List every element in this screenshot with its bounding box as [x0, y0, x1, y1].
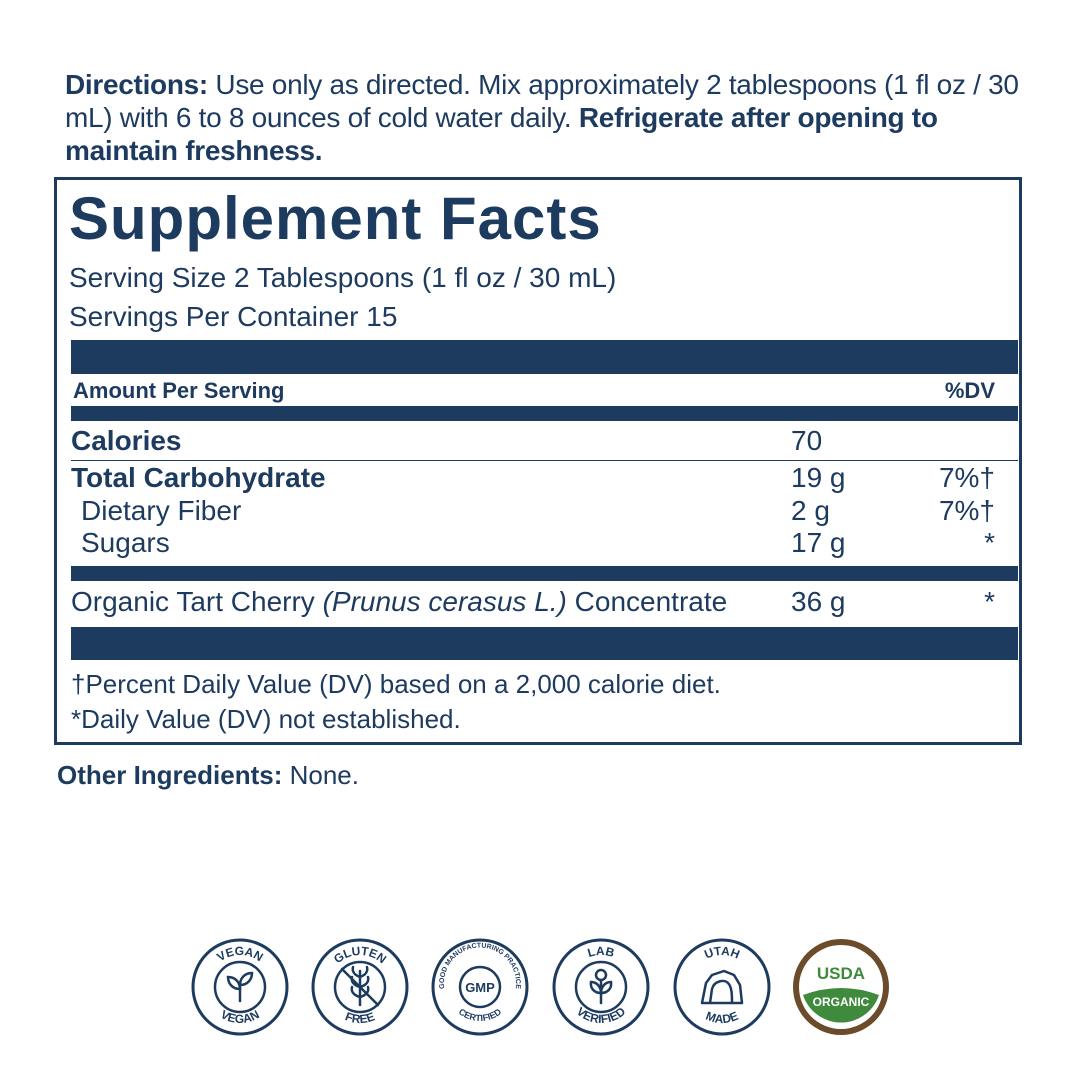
vegan-badge: VEGAN VEGAN [190, 937, 290, 1037]
svg-text:UTAH: UTAH [702, 944, 741, 962]
directions-label: Directions: [65, 69, 208, 100]
tart-cherry-prefix: Organic Tart Cherry [71, 586, 323, 617]
directions-paragraph: Directions: Use only as directed. Mix ap… [65, 68, 1025, 167]
gluten-free-badge: GLUTEN FREE [310, 937, 410, 1037]
row-calories-name: Calories [71, 425, 182, 456]
vegan-top-text: VEGAN [214, 944, 265, 964]
footnote-not-established: *Daily Value (DV) not established. [71, 704, 461, 734]
row-dietary-fiber-name: Dietary Fiber [81, 495, 242, 526]
svg-text:GLUTEN: GLUTEN [331, 944, 389, 966]
svg-text:VEGAN: VEGAN [218, 1007, 261, 1026]
lab-bottom-text: VERIFIED [574, 1004, 628, 1026]
gmp-bottom-text: CERTIFIED [457, 1006, 504, 1023]
utah-made-badge: UTAH MADE [672, 937, 772, 1037]
header-amount-per-serving: Amount Per Serving [73, 378, 285, 403]
supplement-facts-panel: Supplement Facts Serving Size 2 Tablespo… [54, 177, 1022, 745]
svg-text:LAB: LAB [586, 944, 616, 960]
utah-bottom-text: MADE [704, 1009, 740, 1027]
row-total-carbohydrate-name: Total Carbohydrate [71, 462, 326, 493]
arch-icon [700, 969, 744, 1005]
other-ingredients-text: None. [282, 760, 359, 790]
usda-top-text: USDA [817, 964, 865, 983]
svg-text:VERIFIED: VERIFIED [574, 1004, 628, 1026]
usda-organic-badge: USDA ORGANIC [791, 937, 891, 1037]
sprout-icon [226, 971, 254, 1003]
svg-text:VEGAN: VEGAN [214, 944, 265, 964]
row-tart-cherry-name: Organic Tart Cherry (Prunus cerasus L.) … [71, 586, 727, 618]
footnote-daily-value: †Percent Daily Value (DV) based on a 2,0… [71, 669, 721, 699]
row-sugars-name: Sugars [81, 527, 170, 558]
sprout-icon [589, 968, 613, 1005]
gluten-top-text: GLUTEN [331, 944, 389, 966]
vegan-bottom-text: VEGAN [218, 1007, 261, 1026]
row-sugars-amount: 17 g [791, 527, 846, 558]
serving-size: Serving Size 2 Tablespoons (1 fl oz / 30… [69, 262, 617, 293]
thin-divider [71, 460, 1018, 461]
svg-text:MADE: MADE [704, 1009, 740, 1027]
servings-per-container: Servings Per Container 15 [69, 301, 398, 332]
svg-text:FREE: FREE [343, 1009, 376, 1026]
thick-divider-header [71, 406, 1018, 421]
thick-divider-mid [71, 566, 1018, 581]
tart-cherry-latin: (Prunus cerasus L.) [322, 586, 567, 617]
gmp-center-text: GMP [465, 980, 495, 995]
svg-text:CERTIFIED: CERTIFIED [457, 1006, 504, 1023]
directions-emphasis: Refrigerate after opening to maintain fr… [65, 102, 938, 166]
usda-bottom-text: ORGANIC [813, 995, 870, 1009]
row-tart-cherry-dv: * [984, 586, 995, 617]
header-dv: %DV [944, 378, 995, 403]
thick-divider-bottom [71, 627, 1018, 660]
other-ingredients: Other Ingredients: None. [57, 760, 359, 790]
facts-title: Supplement Facts [69, 185, 602, 252]
directions-text: Use only as directed. Mix approximately … [65, 69, 1019, 133]
row-calories-amount: 70 [791, 425, 823, 456]
row-total-carbohydrate-dv: 7%† [938, 462, 995, 493]
row-dietary-fiber-amount: 2 g [791, 495, 830, 526]
tart-cherry-suffix: Concentrate [566, 586, 728, 617]
lab-top-text: LAB [586, 944, 616, 960]
row-tart-cherry-amount: 36 g [791, 586, 846, 617]
wheat-crossed-icon [340, 965, 380, 1007]
gluten-bottom-text: FREE [343, 1009, 376, 1026]
lab-verified-badge: LAB VERIFIED [551, 937, 651, 1037]
row-sugars-dv: * [984, 527, 995, 558]
gmp-badge: GOOD MANUFACTURING PRACTICE CERTIFIED GM… [430, 937, 530, 1037]
row-total-carbohydrate-amount: 19 g [791, 462, 846, 493]
other-ingredients-label: Other Ingredients: [57, 760, 283, 790]
utah-top-text: UTAH [702, 944, 741, 962]
row-dietary-fiber-dv: 7%† [938, 495, 995, 526]
thick-divider-top [71, 340, 1018, 374]
